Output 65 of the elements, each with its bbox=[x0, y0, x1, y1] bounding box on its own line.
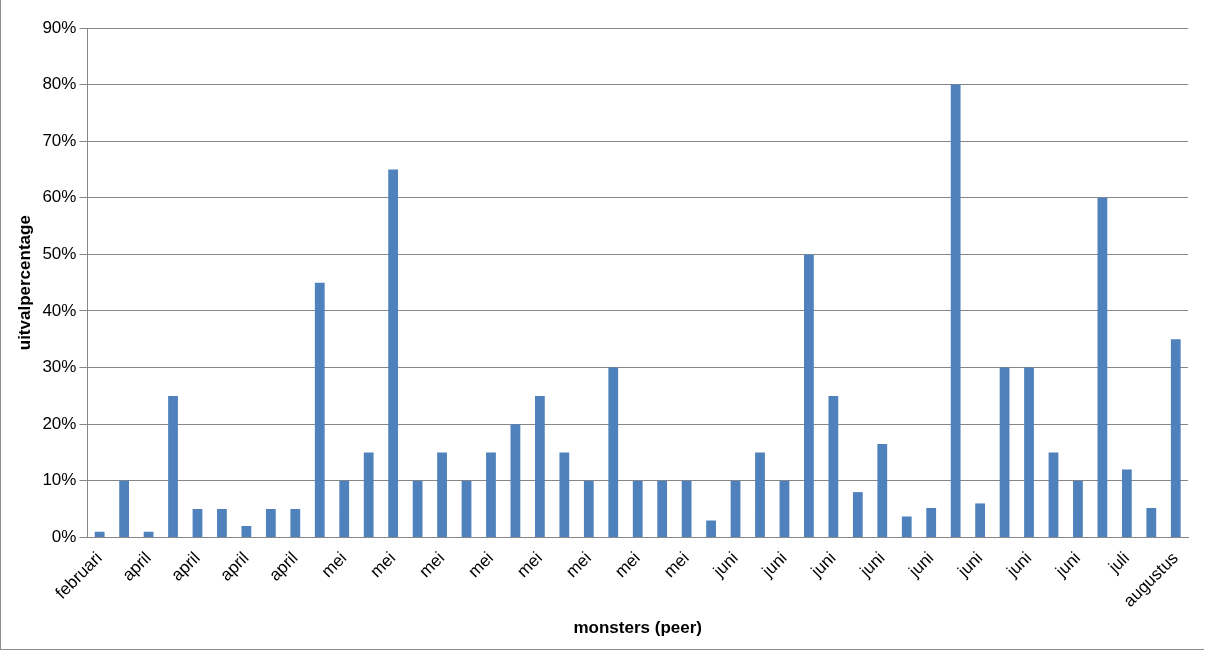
bar bbox=[559, 452, 570, 537]
bar bbox=[1097, 197, 1108, 537]
bar bbox=[314, 282, 325, 537]
x-tick-label: mei bbox=[464, 548, 498, 582]
x-tick-label: mei bbox=[659, 548, 693, 582]
bar bbox=[119, 480, 129, 537]
y-tick-label: 80% bbox=[42, 74, 77, 94]
bar bbox=[852, 492, 863, 537]
bar bbox=[437, 452, 447, 537]
bar bbox=[828, 395, 839, 537]
bar bbox=[608, 367, 619, 537]
y-tick-label: 70% bbox=[42, 130, 77, 150]
bar bbox=[1170, 339, 1181, 537]
bar bbox=[94, 531, 105, 537]
bar bbox=[632, 480, 643, 537]
bar bbox=[1048, 452, 1059, 537]
y-tick-label: 20% bbox=[42, 413, 77, 433]
x-tick-label: mei bbox=[611, 548, 644, 582]
bar bbox=[1024, 367, 1034, 537]
bar bbox=[999, 367, 1010, 537]
x-tick-label: mei bbox=[317, 548, 351, 582]
bar bbox=[388, 169, 399, 537]
bar bbox=[290, 509, 301, 537]
bar bbox=[486, 452, 496, 537]
y-tick-label: 0% bbox=[51, 527, 77, 547]
bar bbox=[1121, 469, 1132, 537]
bar bbox=[779, 480, 790, 537]
bar bbox=[901, 516, 912, 537]
bar bbox=[926, 507, 937, 537]
y-tick-label: 10% bbox=[42, 470, 77, 490]
bar bbox=[217, 509, 227, 537]
bar bbox=[241, 526, 252, 537]
bar bbox=[950, 84, 961, 537]
bar bbox=[412, 480, 423, 537]
bar bbox=[1146, 507, 1157, 537]
bar bbox=[877, 444, 888, 537]
y-tick-label: 90% bbox=[42, 17, 77, 37]
bar bbox=[583, 480, 594, 537]
y-tick-label: 40% bbox=[42, 300, 77, 320]
bar bbox=[168, 395, 178, 537]
bar bbox=[339, 480, 350, 537]
bar bbox=[192, 509, 203, 537]
bar bbox=[265, 509, 276, 537]
bar bbox=[657, 480, 668, 537]
bar bbox=[975, 503, 986, 537]
y-tick-label: 30% bbox=[42, 357, 77, 377]
y-tick-label: 60% bbox=[42, 187, 77, 207]
bar bbox=[706, 520, 716, 537]
y-tick-label: 50% bbox=[42, 244, 77, 264]
bar bbox=[804, 254, 814, 537]
bar bbox=[461, 480, 472, 537]
bar bbox=[363, 452, 374, 537]
bar bbox=[1073, 480, 1083, 537]
bar bbox=[730, 480, 741, 537]
bar bbox=[534, 395, 545, 537]
x-tick-label: mei bbox=[415, 548, 449, 582]
x-tick-label: mei bbox=[562, 548, 595, 582]
x-tick-label: mei bbox=[366, 548, 400, 582]
x-tick-label: mei bbox=[513, 548, 547, 582]
bar bbox=[143, 531, 154, 537]
bar bbox=[510, 424, 521, 537]
x-axis-title: monsters (peer) bbox=[573, 618, 702, 638]
bar bbox=[681, 480, 692, 537]
y-axis-title: uitvalpercentage bbox=[14, 215, 34, 351]
bar bbox=[755, 452, 765, 537]
